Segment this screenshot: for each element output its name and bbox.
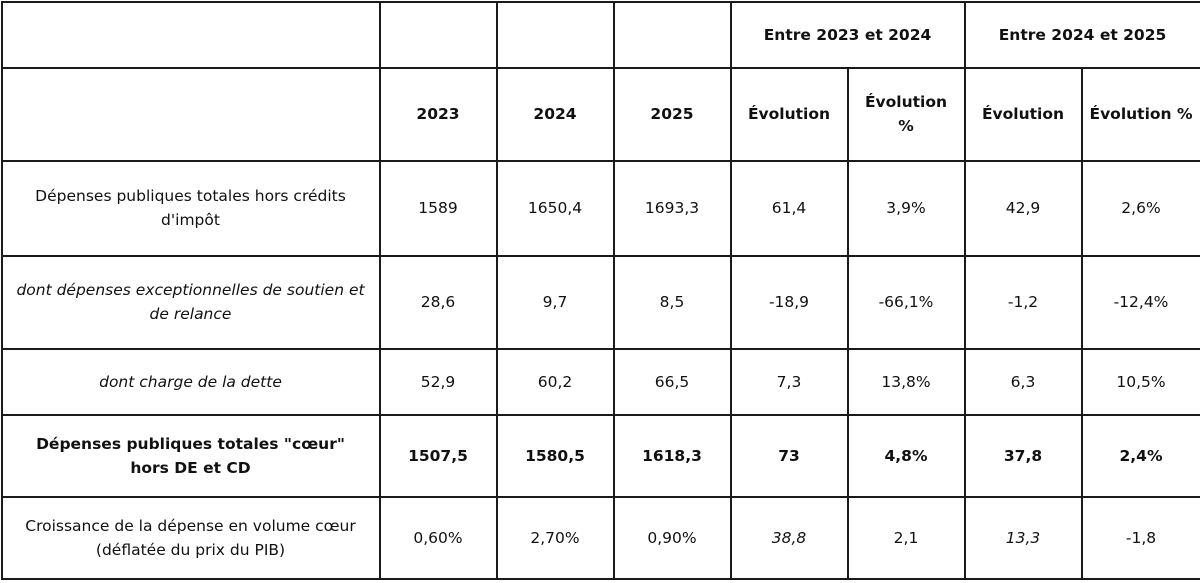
cell-2025: 8,5 bbox=[614, 256, 731, 349]
cell-evolution-pct-2324: 4,8% bbox=[848, 415, 965, 497]
row-label: dont dépenses exceptionnelles de soutien… bbox=[2, 256, 380, 349]
header-group-row: Entre 2023 et 2024 Entre 2024 et 2025 bbox=[2, 2, 1200, 68]
cell-evolution-pct-2324: 2,1 bbox=[848, 497, 965, 579]
header-empty-cell bbox=[614, 2, 731, 68]
cell-2024: 1580,5 bbox=[497, 415, 614, 497]
table-row: Croissance de la dépense en volume cœur … bbox=[2, 497, 1200, 579]
cell-2024: 2,70% bbox=[497, 497, 614, 579]
cell-evolution-pct-2425: -1,8 bbox=[1082, 497, 1200, 579]
table-row: dont charge de la dette 52,9 60,2 66,5 7… bbox=[2, 349, 1200, 415]
column-header-evolution-2425: Évolution bbox=[965, 68, 1082, 161]
cell-2024: 9,7 bbox=[497, 256, 614, 349]
cell-evolution-2425: 6,3 bbox=[965, 349, 1082, 415]
group-header-2023-2024: Entre 2023 et 2024 bbox=[731, 2, 965, 68]
cell-evolution-pct-2425: 2,4% bbox=[1082, 415, 1200, 497]
row-label: dont charge de la dette bbox=[2, 349, 380, 415]
cell-evolution-pct-2324: 13,8% bbox=[848, 349, 965, 415]
cell-2023: 0,60% bbox=[380, 497, 497, 579]
cell-2025: 0,90% bbox=[614, 497, 731, 579]
cell-evolution-2425: 13,3 bbox=[965, 497, 1082, 579]
table-row: dont dépenses exceptionnelles de soutien… bbox=[2, 256, 1200, 349]
column-header-evolution-pct-2324: Évolution % bbox=[848, 68, 965, 161]
group-header-2024-2025: Entre 2024 et 2025 bbox=[965, 2, 1200, 68]
cell-2023: 28,6 bbox=[380, 256, 497, 349]
cell-evolution-2324: 61,4 bbox=[731, 161, 848, 256]
cell-2023: 52,9 bbox=[380, 349, 497, 415]
cell-evolution-2425: 37,8 bbox=[965, 415, 1082, 497]
table-row: Dépenses publiques totales "cœur" hors D… bbox=[2, 415, 1200, 497]
table-row: Dépenses publiques totales hors crédits … bbox=[2, 161, 1200, 256]
column-header-evolution-2324: Évolution bbox=[731, 68, 848, 161]
cell-evolution-pct-2324: -66,1% bbox=[848, 256, 965, 349]
cell-evolution-2324: 38,8 bbox=[731, 497, 848, 579]
cell-evolution-pct-2425: -12,4% bbox=[1082, 256, 1200, 349]
header-empty-cell bbox=[2, 68, 380, 161]
cell-evolution-2425: 42,9 bbox=[965, 161, 1082, 256]
row-label: Dépenses publiques totales "cœur" hors D… bbox=[2, 415, 380, 497]
cell-2023: 1507,5 bbox=[380, 415, 497, 497]
cell-evolution-pct-2425: 10,5% bbox=[1082, 349, 1200, 415]
cell-2025: 1693,3 bbox=[614, 161, 731, 256]
column-header-2024: 2024 bbox=[497, 68, 614, 161]
cell-evolution-pct-2425: 2,6% bbox=[1082, 161, 1200, 256]
header-empty-cell bbox=[380, 2, 497, 68]
row-label: Dépenses publiques totales hors crédits … bbox=[2, 161, 380, 256]
cell-evolution-pct-2324: 3,9% bbox=[848, 161, 965, 256]
cell-evolution-2324: -18,9 bbox=[731, 256, 848, 349]
header-empty-cell bbox=[497, 2, 614, 68]
column-header-evolution-pct-2425: Évolution % bbox=[1082, 68, 1200, 161]
header-empty-cell bbox=[2, 2, 380, 68]
cell-evolution-2425: -1,2 bbox=[965, 256, 1082, 349]
cell-2023: 1589 bbox=[380, 161, 497, 256]
row-label: Croissance de la dépense en volume cœur … bbox=[2, 497, 380, 579]
column-header-2025: 2025 bbox=[614, 68, 731, 161]
cell-2025: 1618,3 bbox=[614, 415, 731, 497]
header-column-row: 2023 2024 2025 Évolution Évolution % Évo… bbox=[2, 68, 1200, 161]
cell-2024: 60,2 bbox=[497, 349, 614, 415]
cell-2025: 66,5 bbox=[614, 349, 731, 415]
cell-evolution-2324: 73 bbox=[731, 415, 848, 497]
column-header-2023: 2023 bbox=[380, 68, 497, 161]
cell-evolution-2324: 7,3 bbox=[731, 349, 848, 415]
cell-2024: 1650,4 bbox=[497, 161, 614, 256]
